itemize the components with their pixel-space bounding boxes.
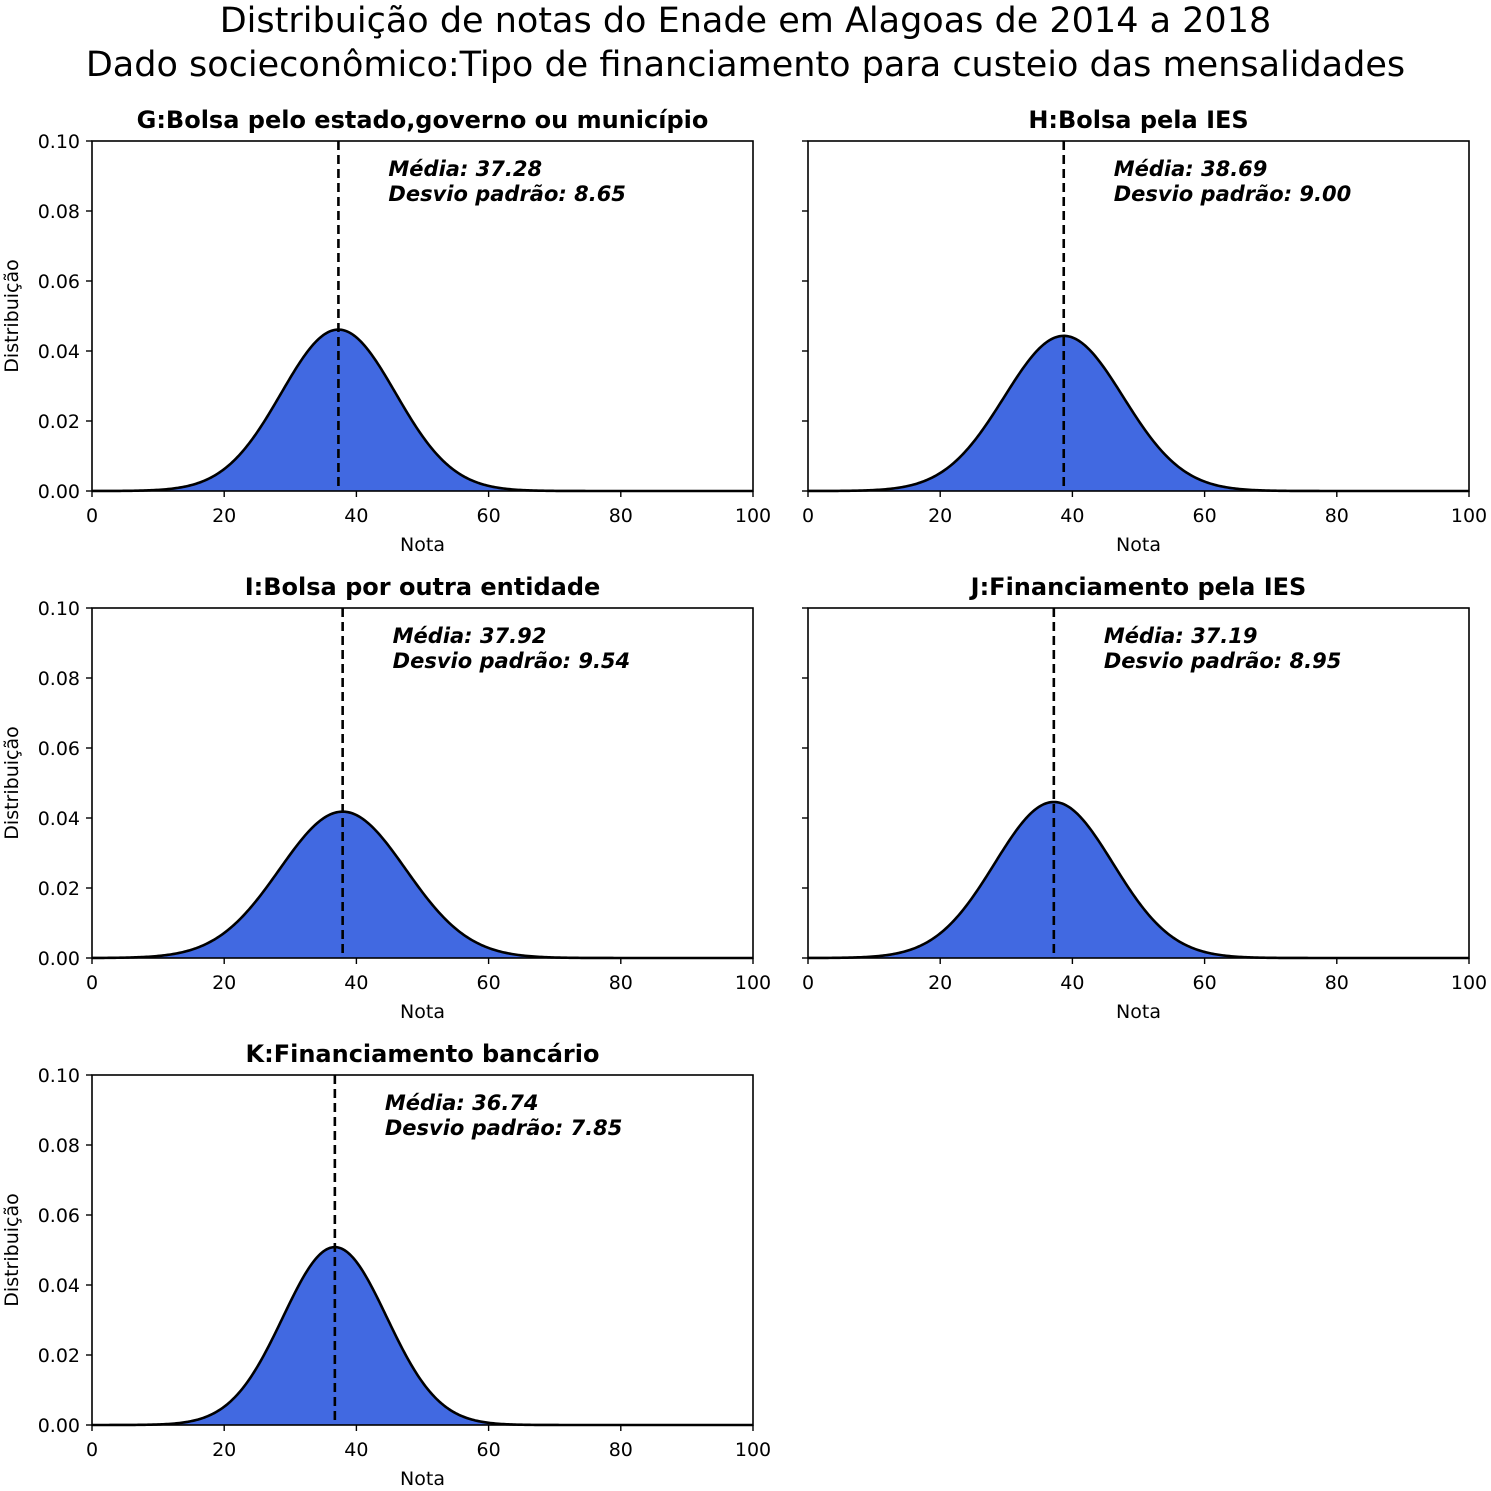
x-tick-label: 80 [609,1439,633,1461]
x-tick-label: 60 [477,972,501,994]
density-area [92,329,753,491]
y-tick-label: 0.04 [38,341,80,363]
y-tick-label: 0.06 [38,271,80,293]
x-tick-label: 20 [928,505,952,527]
x-axis-label: Nota [400,1001,445,1023]
x-tick-label: 0 [802,505,814,527]
mean-annotation: Média: 37.92 [393,624,547,648]
mean-annotation: Média: 36.74 [385,1091,539,1115]
std-annotation: Desvio padrão: 7.85 [385,1116,623,1140]
x-tick-label: 60 [1193,972,1217,994]
y-tick-label: 0.00 [38,948,80,970]
y-tick-label: 0.10 [38,598,80,620]
panel-2: 0 20 40 60 80 100 0.00 0.02 0.04 0.06 0.08 0.10 I:Bo… [1,573,771,1023]
panel-title: H:Bolsa pela IES [1028,106,1248,134]
mean-annotation: Média: 37.28 [388,157,542,181]
y-tick-label: 0.08 [38,1135,80,1157]
x-tick-label: 0 [802,972,814,994]
figure-title-line1: Distribuição de notas do Enade em Alagoa… [220,1,1272,41]
y-tick-label: 0.00 [38,481,80,503]
panel-4: 0 20 40 60 80 100 0.00 0.02 0.04 0.06 0.08 0.10 K:Fi… [1,1040,771,1490]
std-annotation: Desvio padrão: 8.95 [1104,649,1342,673]
x-tick-label: 100 [735,505,771,527]
x-tick-label: 40 [344,1439,368,1461]
y-axis-label: Distribuição [1,726,23,839]
x-tick-label: 20 [212,972,236,994]
axes-frame [91,140,754,492]
y-tick-label: 0.02 [38,411,80,433]
panel-3: 0 20 40 60 80 100 J:Financiamento pela IES Nota… [802,573,1487,1023]
std-annotation: Desvio padrão: 9.00 [1114,182,1352,206]
x-tick-label: 60 [477,505,501,527]
y-axis-label: Distribuição [1,1193,23,1306]
y-tick-label: 0.10 [38,131,80,153]
density-area [92,1247,753,1425]
x-tick-label: 0 [86,1439,98,1461]
y-tick-label: 0.06 [38,738,80,760]
panel-1: 0 20 40 60 80 100 H:Bolsa pela IES Nota Média: 3… [802,106,1487,556]
x-tick-label: 20 [212,1439,236,1461]
density-area [92,811,753,958]
y-tick-label: 0.06 [38,1205,80,1227]
x-tick-label: 20 [212,505,236,527]
panels: 0 20 40 60 80 100 0.00 0.02 0.04 0.06 0.08 0.10 G:Bo… [1,106,1487,1490]
x-tick-label: 60 [1193,505,1217,527]
y-axis-label: Distribuição [1,259,23,372]
panel-title: J:Financiamento pela IES [969,573,1307,601]
panel-0: 0 20 40 60 80 100 0.00 0.02 0.04 0.06 0.08 0.10 G:Bo… [1,106,771,556]
x-tick-label: 40 [1060,972,1084,994]
y-tick-label: 0.04 [38,808,80,830]
x-axis-label: Nota [400,534,445,556]
x-tick-label: 0 [86,972,98,994]
x-tick-label: 20 [928,972,952,994]
panel-title: G:Bolsa pelo estado,governo ou município [137,106,709,134]
y-tick-label: 0.08 [38,201,80,223]
y-tick-label: 0.04 [38,1275,80,1297]
x-tick-label: 100 [735,972,771,994]
x-tick-label: 80 [1325,505,1349,527]
panel-title: K:Financiamento bancário [246,1040,600,1068]
x-tick-label: 80 [609,505,633,527]
x-tick-label: 80 [609,972,633,994]
y-tick-label: 0.08 [38,668,80,690]
mean-annotation: Média: 37.19 [1104,624,1258,648]
x-tick-label: 60 [477,1439,501,1461]
axes-frame [807,140,1470,492]
std-annotation: Desvio padrão: 9.54 [393,649,631,673]
x-axis-label: Nota [1116,534,1161,556]
x-tick-label: 100 [735,1439,771,1461]
axes-frame [807,607,1470,959]
x-tick-label: 40 [344,972,368,994]
std-annotation: Desvio padrão: 8.65 [388,182,626,206]
x-tick-label: 100 [1451,972,1487,994]
x-tick-label: 100 [1451,505,1487,527]
y-tick-label: 0.10 [38,1065,80,1087]
x-axis-label: Nota [400,1468,445,1490]
y-tick-label: 0.02 [38,878,80,900]
x-tick-label: 80 [1325,972,1349,994]
axes-frame [91,607,754,959]
figure-title-line2: Dado socieconômico:Tipo de financiamento… [86,45,1405,85]
density-area [808,335,1469,491]
y-tick-label: 0.00 [38,1415,80,1437]
x-tick-label: 40 [344,505,368,527]
mean-annotation: Média: 38.69 [1114,157,1268,181]
panel-title: I:Bolsa por outra entidade [245,573,601,601]
density-area [808,801,1469,958]
x-axis-label: Nota [1116,1001,1161,1023]
x-tick-label: 40 [1060,505,1084,527]
axes-frame [91,1074,754,1426]
x-tick-label: 0 [86,505,98,527]
y-tick-label: 0.02 [38,1345,80,1367]
